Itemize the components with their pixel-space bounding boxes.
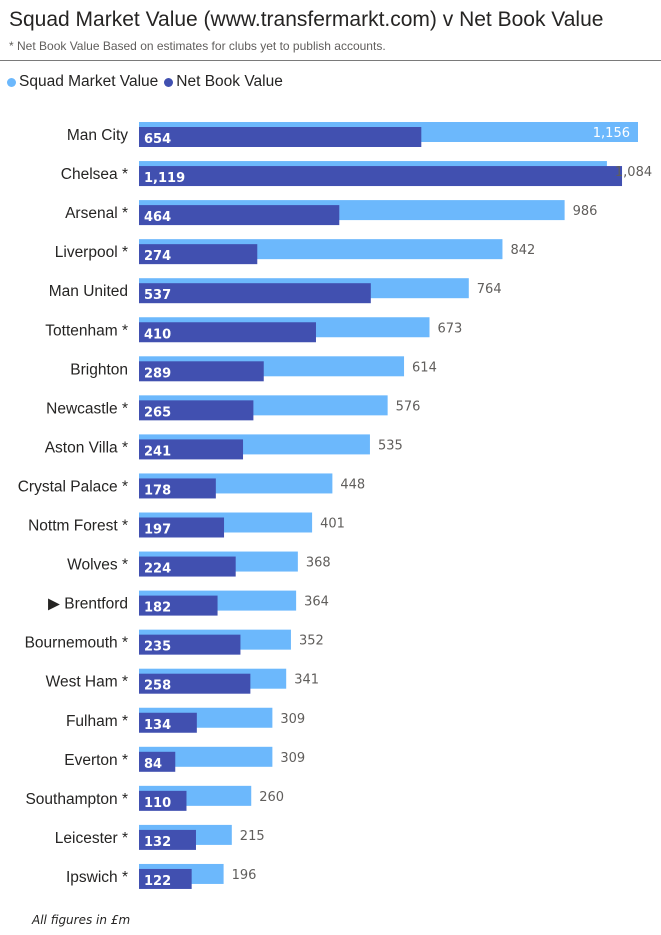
bar-net-book-value-newcastle (139, 400, 254, 421)
data-label-squad-market-value-man-united: 764 (477, 282, 502, 297)
data-label-squad-market-value-west-ham: 341 (294, 673, 319, 688)
category-label-leicester: Leicester * (55, 830, 128, 847)
data-label-net-book-value-liverpool: 274 (144, 249, 171, 264)
data-label-squad-market-value-leicester: 215 (240, 829, 265, 844)
category-label-fulham: Fulham * (66, 713, 128, 730)
data-label-net-book-value-everton: 84 (144, 757, 162, 772)
data-label-squad-market-value-nottm-forest: 401 (320, 517, 345, 532)
bar-net-book-value-man-city (139, 127, 422, 147)
category-label-brighton: Brighton (70, 361, 128, 378)
chart-subtitle: * Net Book Value Based on estimates for … (9, 39, 386, 53)
category-label-everton: Everton * (64, 752, 128, 769)
bar-net-book-value-west-ham (139, 673, 251, 694)
category-label-southampton: Southampton * (25, 791, 128, 808)
data-label-net-book-value-nottm-forest: 197 (144, 523, 171, 538)
data-label-squad-market-value-aston-villa: 535 (378, 438, 403, 453)
data-label-squad-market-value-arsenal: 986 (573, 204, 598, 219)
bar-net-book-value-everton (139, 751, 176, 772)
bar-net-book-value-arsenal (139, 205, 340, 226)
category-label-aston-villa: Aston Villa * (45, 439, 128, 456)
data-label-squad-market-value-crystal-palace: 448 (340, 477, 365, 492)
data-label-net-book-value-man-city: 654 (144, 132, 171, 147)
data-label-net-book-value-fulham: 134 (144, 718, 171, 733)
data-label-squad-market-value-brentford: 364 (304, 595, 329, 610)
data-label-net-book-value-chelsea: 1,119 (144, 171, 185, 186)
legend-label: Net Book Value (176, 73, 283, 90)
category-label-arsenal: Arsenal * (65, 205, 128, 222)
category-label-crystal-palace: Crystal Palace * (18, 478, 128, 495)
legend-label: Squad Market Value (19, 73, 159, 90)
data-label-net-book-value-tottenham: 410 (144, 327, 171, 342)
data-label-squad-market-value-southampton: 260 (259, 790, 284, 805)
data-label-net-book-value-ipswich: 122 (144, 874, 171, 889)
legend-marker-squad-market-value (7, 77, 16, 87)
bar-net-book-value-southampton (139, 790, 187, 811)
legend-marker-net-book-value (164, 77, 174, 87)
bar-net-book-value-crystal-palace (139, 478, 216, 499)
bar-net-book-value-aston-villa (139, 439, 244, 460)
data-label-squad-market-value-newcastle: 576 (396, 399, 421, 414)
legend: Squad Market Value Net Book Value (7, 73, 289, 91)
data-label-squad-market-value-ipswich: 196 (232, 868, 257, 883)
category-label-west-ham: West Ham * (46, 674, 128, 691)
data-label-net-book-value-bournemouth: 235 (144, 640, 171, 655)
data-label-net-book-value-west-ham: 258 (144, 679, 171, 694)
data-label-squad-market-value-fulham: 309 (280, 712, 305, 727)
data-label-net-book-value-brighton: 289 (144, 366, 171, 381)
legend-item-net-book-value[interactable]: Net Book Value (164, 73, 283, 91)
data-label-net-book-value-brentford: 182 (144, 601, 171, 616)
category-label-man-city: Man City (67, 127, 128, 144)
bar-net-book-value-ipswich (139, 868, 192, 889)
category-label-bournemouth: Bournemouth * (25, 635, 128, 652)
data-label-squad-market-value-bournemouth: 352 (299, 634, 324, 649)
category-label-chelsea: Chelsea * (61, 166, 128, 183)
data-label-net-book-value-newcastle: 265 (144, 405, 171, 420)
data-label-net-book-value-man-united: 537 (144, 288, 171, 303)
data-label-squad-market-value-everton: 309 (280, 751, 305, 766)
category-label-brentford: ▶ Brentford (48, 596, 128, 613)
data-label-squad-market-value-tottenham: 673 (438, 321, 463, 336)
bar-net-book-value-liverpool (139, 244, 258, 265)
category-label-liverpool: Liverpool * (55, 244, 128, 261)
bar-net-book-value-brentford (139, 595, 218, 616)
category-label-man-united: Man United (49, 283, 128, 300)
bar-net-book-value-brighton (139, 361, 264, 382)
bar-net-book-value-leicester (139, 829, 196, 850)
data-label-squad-market-value-chelsea: 1,084 (615, 165, 652, 180)
data-label-net-book-value-wolves: 224 (144, 562, 171, 577)
data-label-squad-market-value-liverpool: 842 (510, 243, 535, 258)
data-label-net-book-value-aston-villa: 241 (144, 444, 171, 459)
bar-net-book-value-nottm-forest (139, 517, 225, 538)
data-label-net-book-value-arsenal: 464 (144, 210, 171, 225)
data-label-squad-market-value-brighton: 614 (412, 360, 437, 375)
bar-net-book-value-man-united (139, 283, 371, 304)
bar-net-book-value-fulham (139, 712, 197, 733)
category-label-tottenham: Tottenham * (45, 322, 128, 339)
category-label-newcastle: Newcastle * (46, 400, 128, 417)
data-label-net-book-value-crystal-palace: 178 (144, 483, 171, 498)
bar-net-book-value-tottenham (139, 322, 316, 343)
category-label-nottm-forest: Nottm Forest * (28, 518, 128, 535)
bar-net-book-value-bournemouth (139, 634, 241, 655)
bar-net-book-value-wolves (139, 556, 236, 577)
data-label-squad-market-value-wolves: 368 (306, 556, 331, 571)
title-divider (0, 60, 661, 61)
legend-item-squad-market-value[interactable]: Squad Market Value (7, 73, 158, 91)
data-label-net-book-value-leicester: 132 (144, 835, 171, 850)
bar-net-book-value-chelsea (139, 166, 623, 187)
category-label-wolves: Wolves * (67, 557, 128, 574)
chart-title: Squad Market Value (www.transfermarkt.co… (9, 8, 604, 31)
data-label-squad-market-value-man-city: 1,156 (593, 126, 630, 141)
data-label-net-book-value-southampton: 110 (144, 796, 171, 811)
units-note: All figures in £m (32, 913, 131, 927)
category-label-ipswich: Ipswich * (66, 869, 128, 886)
